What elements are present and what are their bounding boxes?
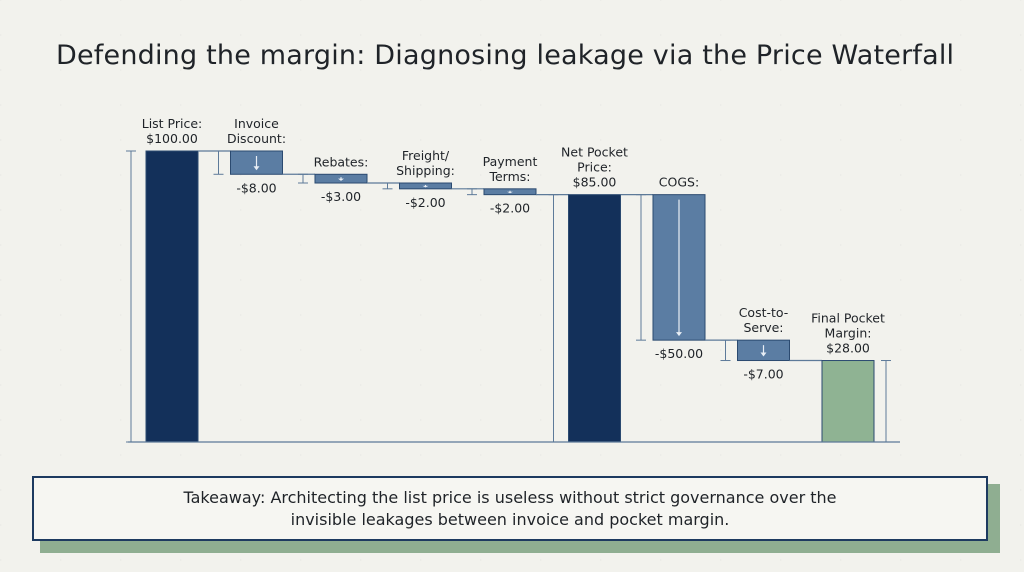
bar-label: COGS: bbox=[659, 175, 699, 190]
down-arrow-head-icon bbox=[253, 166, 260, 171]
down-arrow-head-icon bbox=[760, 352, 767, 357]
bar-0 bbox=[145, 150, 199, 443]
bar-label: Freight/ bbox=[402, 148, 450, 163]
chart-title: Defending the margin: Diagnosing leakage… bbox=[56, 40, 955, 71]
down-arrow-head-icon bbox=[338, 178, 344, 181]
bar-label: Shipping: bbox=[396, 163, 455, 178]
bar-label: $28.00 bbox=[826, 341, 870, 356]
bar-label: Terms: bbox=[488, 169, 530, 184]
value-label: -$7.00 bbox=[743, 367, 783, 382]
value-label: -$3.00 bbox=[321, 189, 361, 204]
down-arrow-head-icon bbox=[676, 332, 682, 337]
bar-label: Invoice bbox=[234, 116, 279, 131]
takeaway-box: Takeaway: Architecting the list price is… bbox=[32, 476, 988, 541]
bar-8 bbox=[821, 360, 875, 443]
bar-label: Margin: bbox=[825, 326, 872, 341]
bar-5 bbox=[568, 194, 621, 443]
bar-label: Price: bbox=[577, 160, 612, 175]
down-arrow-head-icon bbox=[507, 191, 513, 194]
value-label: -$50.00 bbox=[655, 346, 703, 361]
value-label: -$2.00 bbox=[405, 195, 445, 210]
bar-label: Serve: bbox=[743, 320, 783, 335]
bar-label: Discount: bbox=[227, 131, 286, 146]
bar-label: Net Pocket bbox=[561, 145, 628, 160]
bar-label: Payment bbox=[483, 154, 538, 169]
bar-label: $85.00 bbox=[573, 175, 617, 190]
bar-label: Rebates: bbox=[314, 154, 369, 169]
value-label: -$8.00 bbox=[236, 180, 276, 195]
down-arrow-head-icon bbox=[422, 185, 429, 188]
value-label: -$2.00 bbox=[490, 201, 530, 216]
bar-label: $100.00 bbox=[146, 131, 198, 146]
bar-label: Cost-to- bbox=[739, 305, 789, 320]
bar-label: List Price: bbox=[142, 116, 203, 131]
bar-label: Final Pocket bbox=[811, 311, 885, 326]
